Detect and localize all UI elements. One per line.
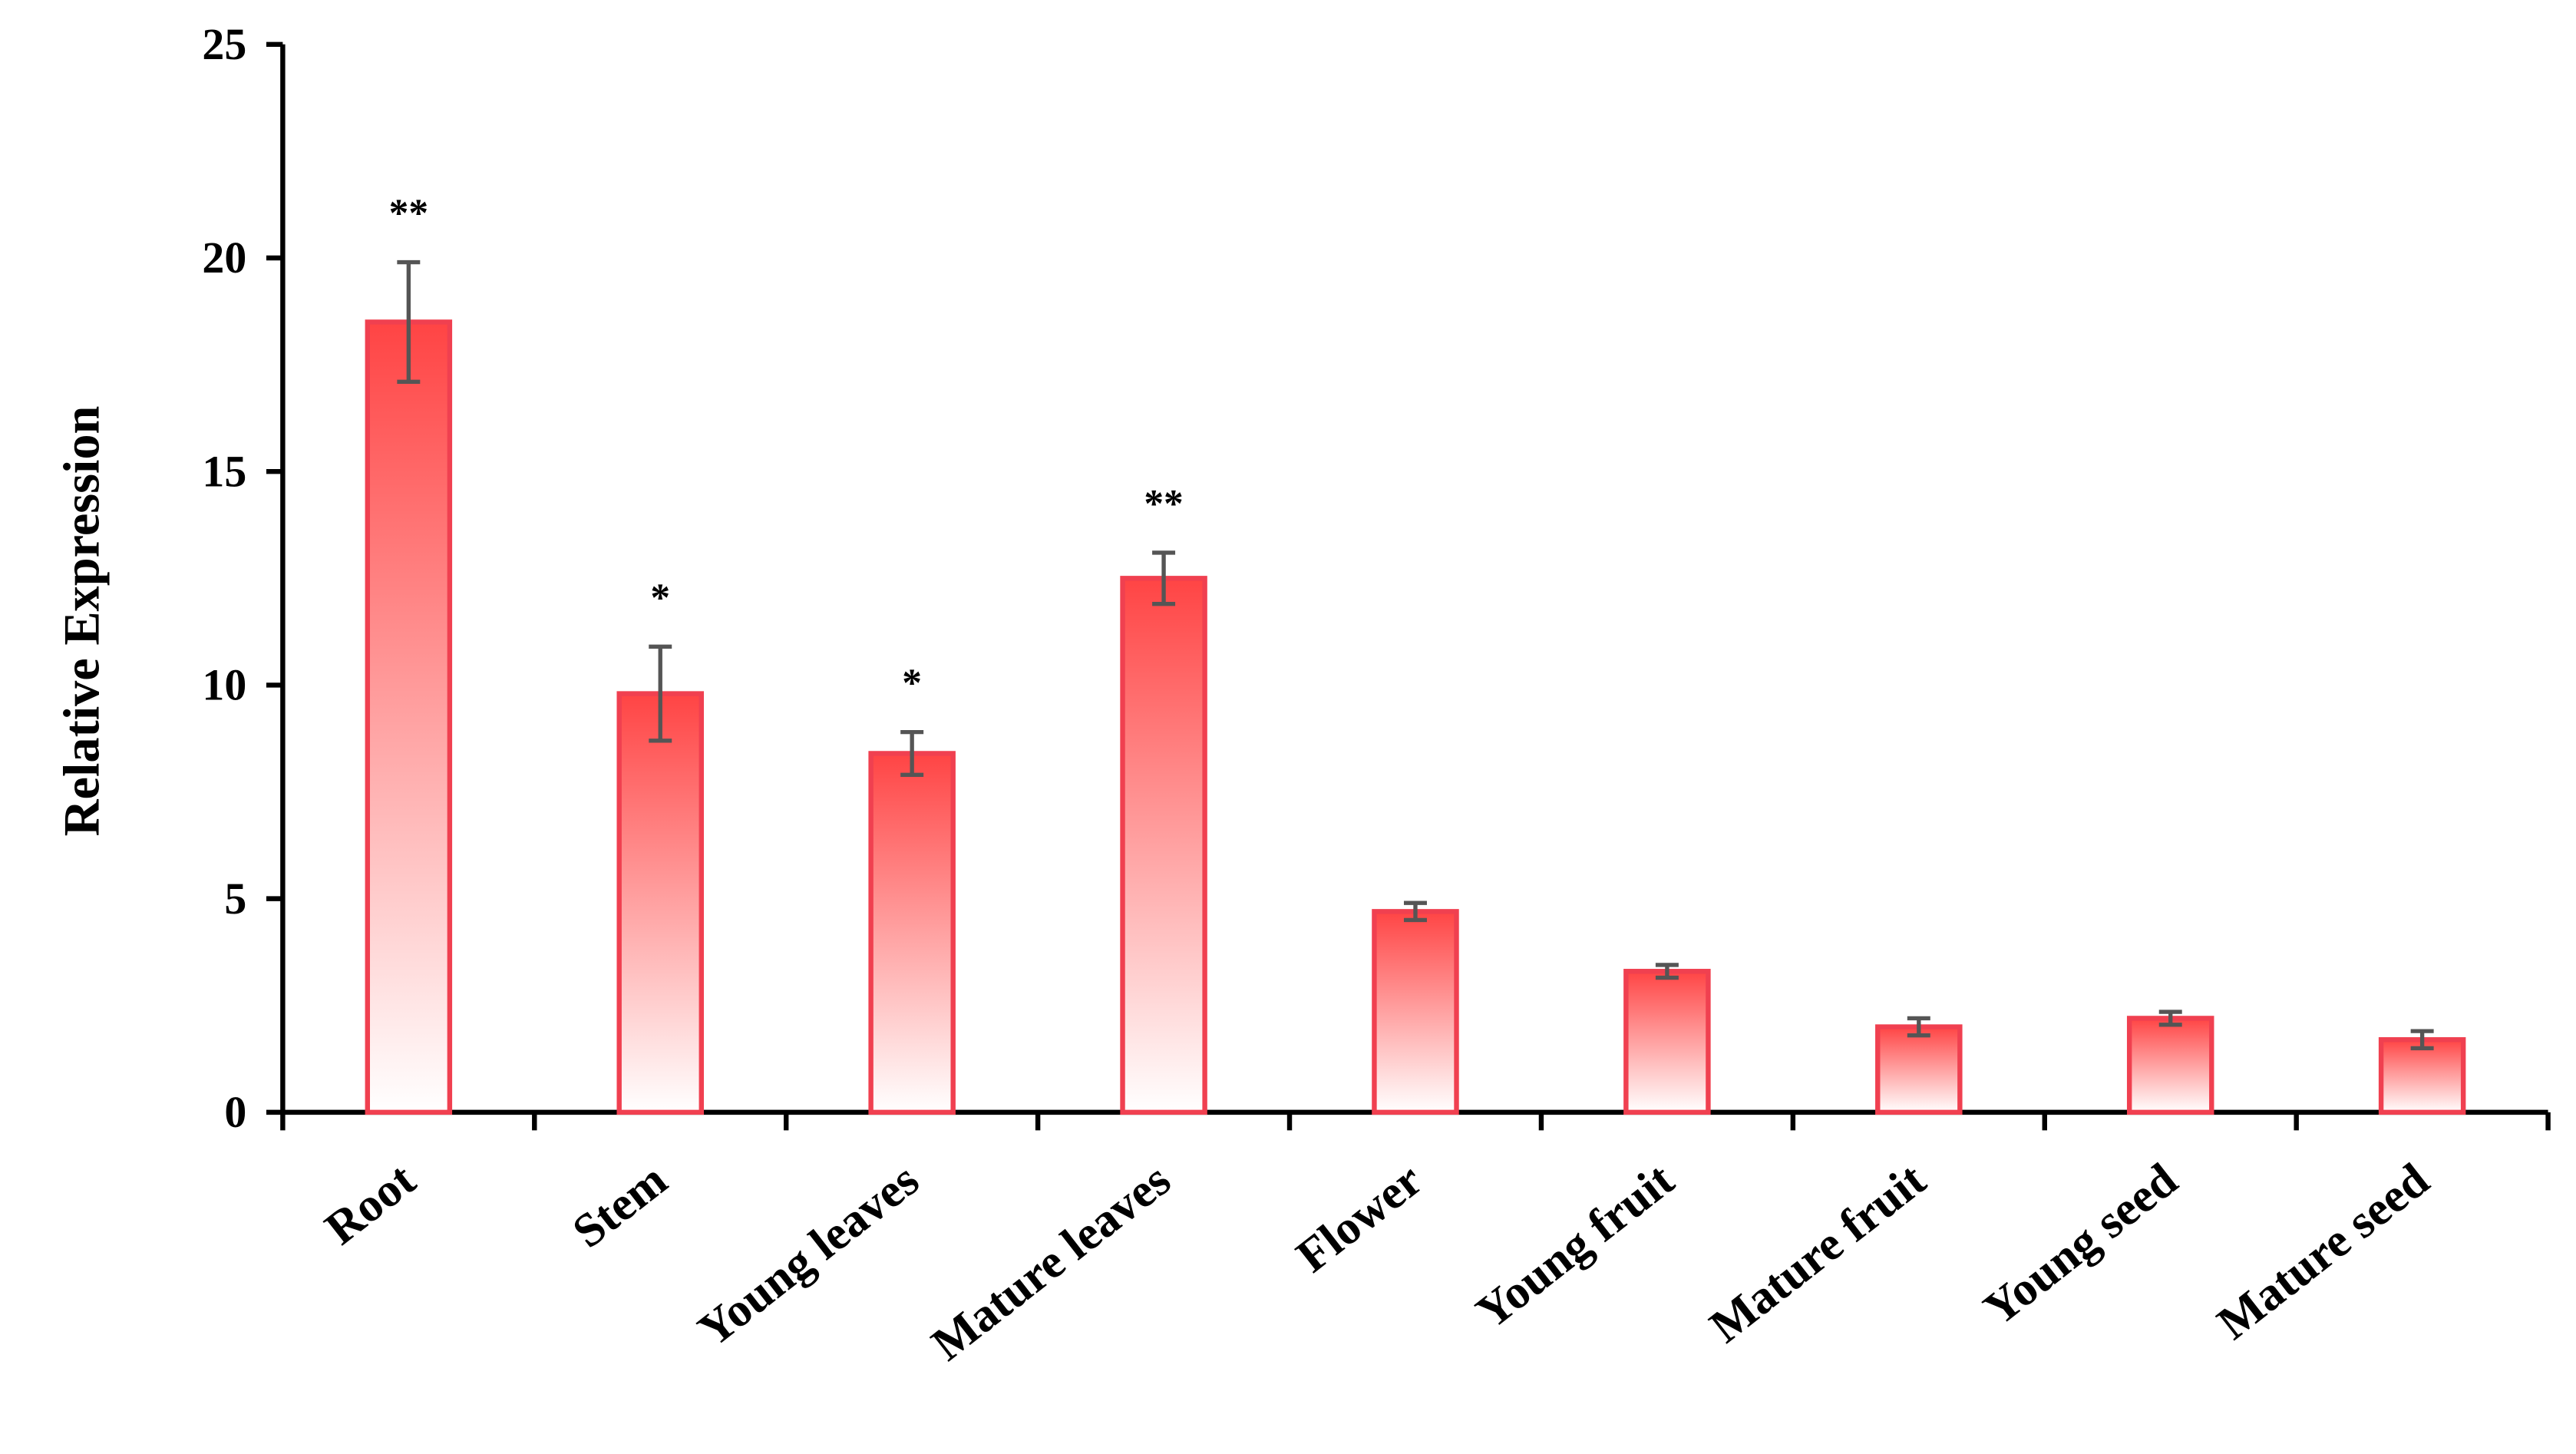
bar [2378,1037,2466,1115]
bar [1623,969,1711,1115]
x-tick-label: Mature seed [2208,1154,2439,1350]
error-bar [1403,900,1427,923]
bar [616,691,704,1115]
error-bar [2410,1029,2434,1051]
y-tick-label: 5 [224,874,246,924]
bar [365,319,453,1115]
x-tick-label: Young leaves [689,1154,928,1357]
error-bar [1152,550,1176,606]
significance-label: * [902,662,922,706]
x-tick-label: Mature fruit [1700,1153,1935,1353]
x-tick-label: Flower [1287,1154,1432,1283]
x-tick-label: Stem [563,1154,677,1258]
bar [1372,909,1459,1115]
x-tick-label: Mature leaves [923,1154,1181,1371]
error-bar [649,644,672,743]
bar [2126,1016,2214,1115]
y-tick-label: 25 [202,19,246,69]
y-tick-label: 10 [202,660,246,710]
y-tick-label: 0 [224,1087,246,1137]
y-tick-label: 15 [202,446,246,496]
error-bar [2158,1010,2182,1027]
error-bar [397,259,421,385]
y-tick-label: 20 [202,233,246,283]
error-bar [1655,963,1679,980]
error-bar [900,729,924,777]
significance-label: * [650,576,670,620]
bar [868,751,956,1115]
significance-label: ** [389,191,428,235]
bar [1120,576,1207,1115]
y-axis-title: Relative Expression [54,406,110,837]
significance-label: ** [1144,482,1183,526]
error-bar [1907,1016,1930,1038]
x-tick-label: Root [315,1153,425,1254]
bar [1875,1024,1963,1115]
x-tick-label: Young seed [1974,1154,2187,1336]
x-tick-label: Young fruit [1467,1153,1684,1339]
